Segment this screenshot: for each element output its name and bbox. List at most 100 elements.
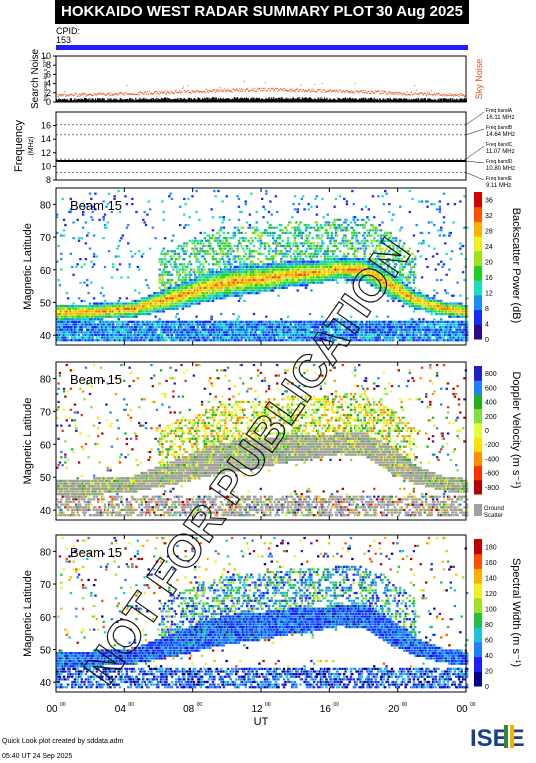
power-cell xyxy=(296,247,299,250)
power-cell xyxy=(300,234,304,237)
sky-noise-point xyxy=(153,92,155,94)
search-noise-bar xyxy=(138,99,139,102)
sky-noise-point xyxy=(396,91,398,93)
sky-noise-point xyxy=(187,85,189,87)
power-cell xyxy=(284,247,287,250)
power-cell xyxy=(278,242,282,245)
search-noise-bar xyxy=(271,97,273,102)
power-cell xyxy=(117,244,120,248)
power-cell xyxy=(226,231,230,235)
power-cell xyxy=(218,260,222,263)
power-cell xyxy=(229,237,232,240)
power-cell xyxy=(91,310,94,313)
power-cell xyxy=(295,257,298,261)
sky-noise-point xyxy=(315,90,317,92)
power-cell xyxy=(274,328,278,331)
search-noise-bar xyxy=(196,99,198,102)
sky-noise-point xyxy=(267,90,269,92)
power-cell xyxy=(90,310,93,313)
power-cell xyxy=(88,305,92,308)
power-cell xyxy=(94,323,97,326)
search-noise-bar xyxy=(427,98,429,102)
sky-noise-point xyxy=(147,93,149,95)
power-cell xyxy=(81,226,85,229)
power-cell xyxy=(236,226,239,229)
power-cell xyxy=(229,252,232,255)
power-cell xyxy=(87,331,90,334)
search-noise-bar xyxy=(304,98,306,102)
power-cell xyxy=(84,307,88,310)
power-cell xyxy=(80,323,83,326)
power-cell xyxy=(278,234,282,237)
power-cell xyxy=(97,312,100,316)
power-cell xyxy=(135,323,138,326)
sky-noise-point xyxy=(103,92,105,94)
power-cell xyxy=(120,237,123,240)
power-cell xyxy=(293,195,297,198)
power-cell xyxy=(199,231,202,235)
power-cell xyxy=(101,333,104,337)
power-cell xyxy=(62,310,66,313)
power-cell xyxy=(220,247,223,250)
power-cell xyxy=(114,312,118,316)
sky-noise-point xyxy=(450,95,452,97)
search-noise-bar xyxy=(126,99,128,102)
search-noise-bar xyxy=(358,99,360,102)
power-cell xyxy=(102,237,105,240)
power-cell xyxy=(221,250,224,253)
power-cell xyxy=(259,326,263,329)
search-noise-bar xyxy=(282,98,284,102)
sky-noise-point xyxy=(420,92,422,94)
power-cell xyxy=(95,315,99,318)
power-cell xyxy=(106,328,109,331)
power-cell xyxy=(112,326,115,329)
power-cell xyxy=(133,320,137,323)
search-noise-bar xyxy=(429,98,431,102)
power-cell xyxy=(136,299,140,303)
power-cell xyxy=(244,339,247,342)
search-noise-bar xyxy=(97,99,99,102)
power-cell xyxy=(192,250,196,253)
power-cell xyxy=(243,336,246,339)
sky-noise-point xyxy=(361,90,363,92)
power-cell xyxy=(228,257,231,261)
power-cell xyxy=(110,326,114,329)
power-cell xyxy=(68,328,71,331)
power-cell xyxy=(240,339,243,342)
power-cell xyxy=(261,242,264,245)
power-cell xyxy=(69,333,73,337)
sky-noise-point xyxy=(267,88,269,90)
power-cell xyxy=(286,237,290,240)
power-cell xyxy=(135,305,138,308)
power-cell xyxy=(192,242,196,245)
sky-noise-point xyxy=(107,93,109,95)
search-noise-bar xyxy=(127,98,129,102)
search-noise-bar xyxy=(162,98,164,102)
power-cell xyxy=(65,328,68,331)
power-cell xyxy=(116,328,119,331)
sky-noise-point xyxy=(455,94,457,96)
sky-noise-point xyxy=(84,93,86,95)
sky-noise-point xyxy=(301,90,303,92)
power-cell xyxy=(87,312,90,316)
sky-noise-point xyxy=(330,89,332,91)
power-cell xyxy=(105,310,108,313)
power-cell xyxy=(91,305,94,308)
power-cell xyxy=(92,252,96,255)
power-cell xyxy=(60,320,63,323)
sky-noise-point xyxy=(306,90,308,92)
search-noise-bar xyxy=(261,98,263,102)
sky-noise-point xyxy=(137,93,139,95)
power-cell xyxy=(91,328,94,331)
sky-noise-point xyxy=(218,90,220,92)
sky-noise-point xyxy=(357,91,359,93)
power-cell xyxy=(128,265,131,269)
power-cell xyxy=(135,299,138,303)
power-cell xyxy=(68,323,71,326)
sky-noise-point xyxy=(332,89,334,91)
sky-noise-point xyxy=(79,93,81,95)
power-cell xyxy=(183,263,186,266)
power-cell xyxy=(295,229,298,232)
sky-noise-point xyxy=(269,90,271,92)
power-cell xyxy=(69,310,73,313)
